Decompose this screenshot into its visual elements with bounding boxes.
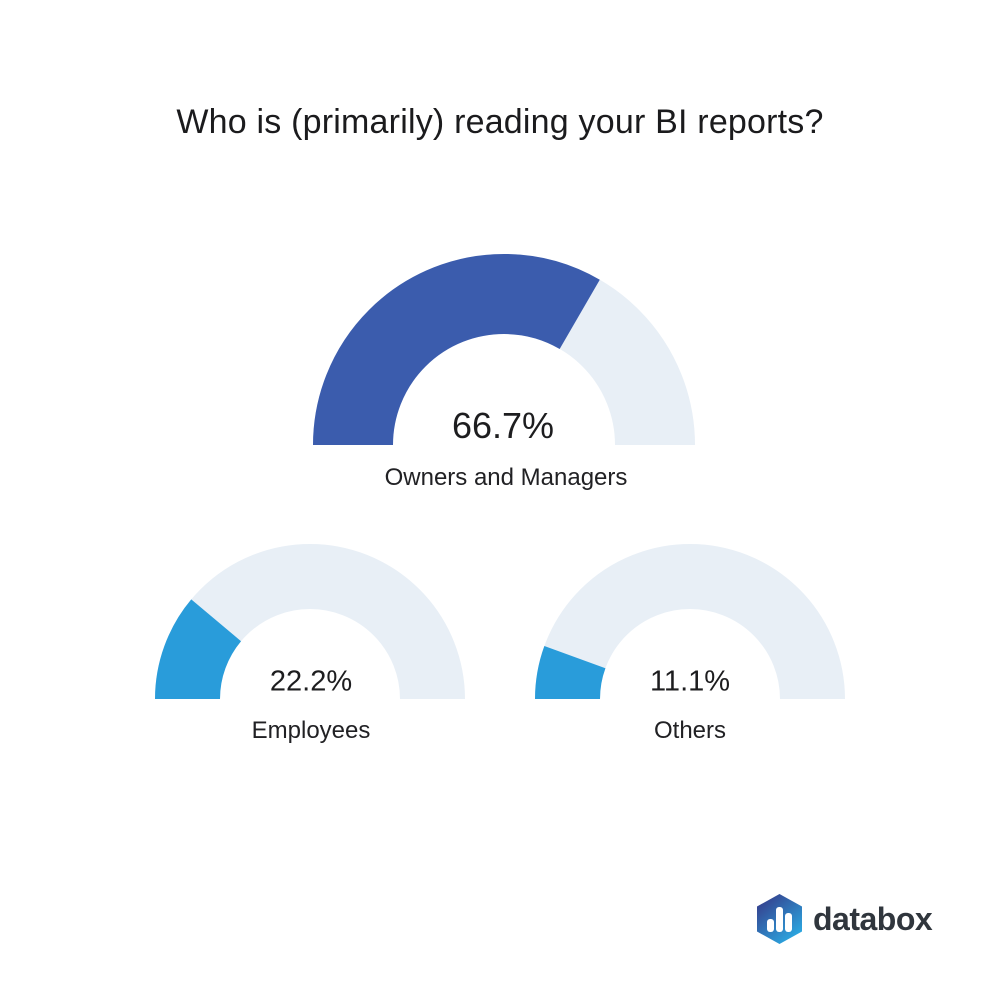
gauge-value-owners-and-managers: 66.7% [451, 405, 555, 446]
gauge-label-others: Others [653, 717, 727, 744]
bar-chart-icon [757, 907, 802, 932]
databox-hexagon-icon [757, 894, 802, 944]
gauge-value-others: 11.1% [649, 665, 731, 698]
gauge-label-employees: Employees [251, 717, 371, 744]
databox-wordmark: databox [813, 900, 933, 937]
gauge-owners-and-managers [313, 254, 695, 445]
gauge-employees [155, 544, 465, 699]
chart-title: Who is (primarily) reading your BI repor… [176, 103, 824, 141]
gauge-value-employees: 22.2% [269, 665, 353, 698]
databox-logo: databox [757, 894, 933, 944]
gauge-label-owners-and-managers: Owners and Managers [384, 464, 628, 491]
gauge-others [535, 544, 845, 699]
